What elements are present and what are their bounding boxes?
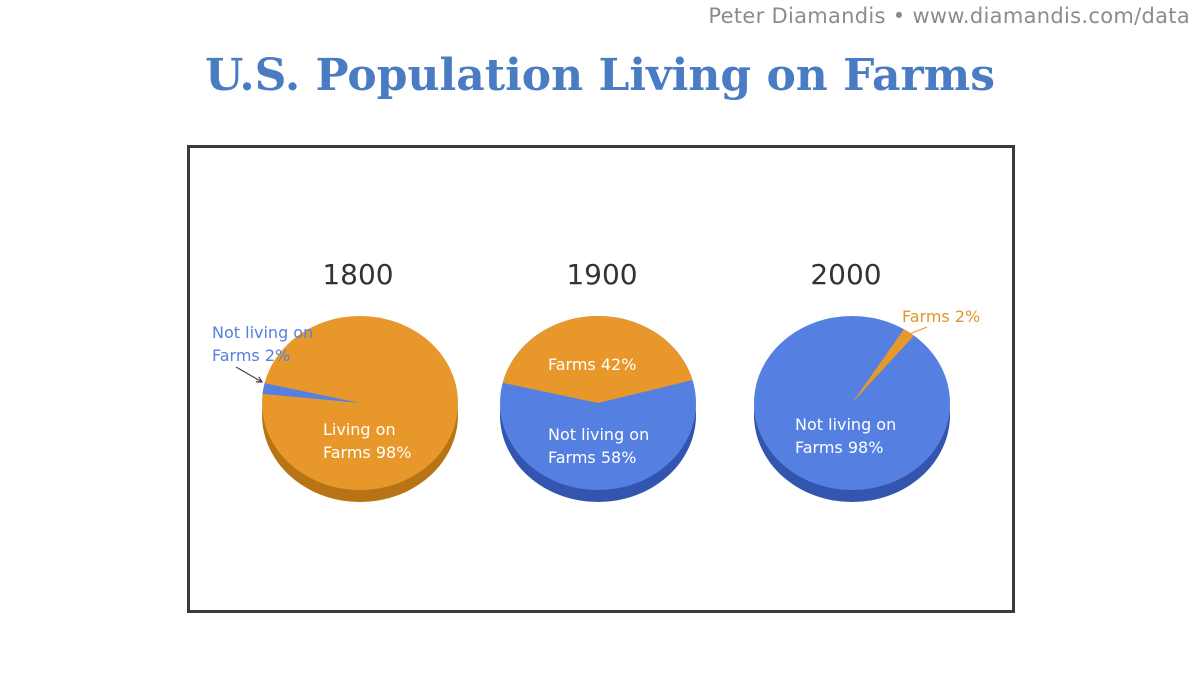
arrow-1800: [235, 366, 264, 383]
label-line: Farms 2%: [212, 346, 291, 365]
label-line: Living on: [323, 420, 396, 439]
label-1900-not: Not living on Farms 58%: [548, 423, 649, 469]
slice-1900-farms: [502, 316, 693, 403]
slice-2000-farms: [852, 329, 914, 403]
label-line: Not living on: [795, 415, 897, 434]
label-line: Not living on: [212, 323, 314, 342]
slice-1800-not-farms: [262, 383, 360, 403]
label-1800-not: Not living on Farms 2%: [212, 321, 313, 367]
label-line: Not living on: [548, 425, 650, 444]
year-1900: 1900: [566, 258, 638, 291]
label-2000-farms: Farms 2%: [902, 307, 981, 326]
label-1800-farms: Living on Farms 98%: [323, 418, 411, 464]
label-2000-not: Not living on Farms 98%: [795, 413, 896, 459]
label-line: Farms 58%: [548, 448, 637, 467]
year-1800: 1800: [322, 258, 394, 291]
label-line: Farms 98%: [795, 438, 884, 457]
label-1900-farms: Farms 42%: [548, 355, 637, 374]
credit: Peter Diamandis • www.diamandis.com/data: [708, 4, 1190, 28]
label-line: Farms 98%: [323, 443, 412, 462]
year-2000: 2000: [810, 258, 882, 291]
page-title: U.S. Population Living on Farms: [205, 50, 995, 101]
arrow-2000: [900, 326, 928, 339]
chart-frame: [187, 145, 1015, 613]
